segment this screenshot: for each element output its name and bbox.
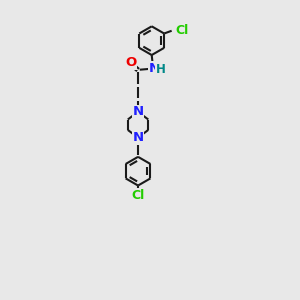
Text: Cl: Cl — [131, 189, 145, 202]
Text: N: N — [149, 61, 160, 74]
Text: N: N — [133, 131, 144, 144]
Text: Cl: Cl — [175, 24, 188, 37]
Text: H: H — [156, 63, 166, 76]
Text: O: O — [125, 56, 136, 69]
Text: N: N — [133, 105, 144, 118]
